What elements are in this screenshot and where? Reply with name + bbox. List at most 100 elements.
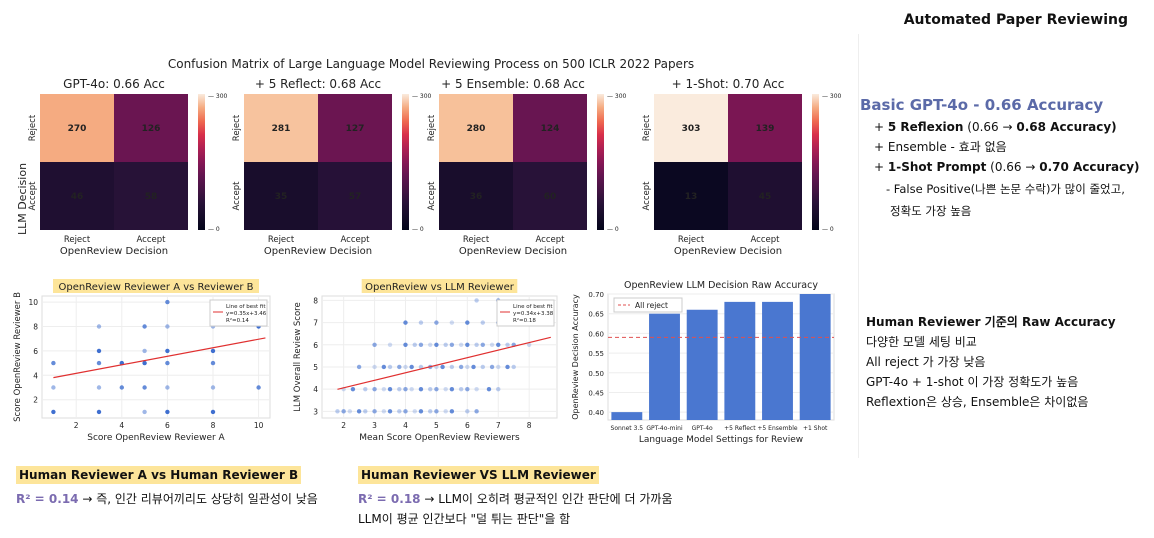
scatter-b-point xyxy=(458,342,464,347)
bar xyxy=(649,313,680,420)
matrix-cell xyxy=(728,94,802,162)
bottom-right-line2: LLM이 평균 인간보다 "덜 튀는 판단"을 함 xyxy=(358,512,571,526)
scatter-b-point xyxy=(418,364,424,370)
colorbar xyxy=(812,94,819,230)
matrix-cell xyxy=(513,162,587,230)
y-tick-label: Accept xyxy=(232,181,242,211)
scatter-b-point xyxy=(428,409,433,414)
scatter-b-y-tick: 3 xyxy=(313,407,318,416)
scatter-b-legend-r2: R²=0.18 xyxy=(513,317,536,324)
matrix-cell-value: 303 xyxy=(682,124,701,134)
note-bold: 5 Reflexion xyxy=(887,120,964,134)
scatter-a-point xyxy=(210,385,216,390)
scatter-b-point xyxy=(526,342,532,347)
scatter-b-legend-eq: y=0.34x+3.38 xyxy=(513,311,554,317)
figure-svg: Confusion Matrix of Large Language Model… xyxy=(13,57,842,445)
scatter-a-point xyxy=(96,348,102,354)
y-tick-label: Reject xyxy=(642,114,652,141)
note-rest: (0.66 → xyxy=(963,120,1017,134)
scatter-a-point xyxy=(165,324,170,329)
scatter-b-point xyxy=(480,320,485,325)
scatter-b-point xyxy=(387,342,393,347)
colorbar-tick: — 300 xyxy=(208,93,228,100)
scatter-b-point xyxy=(381,409,387,414)
scatter-b-point xyxy=(350,386,356,392)
scatter-b-point xyxy=(434,386,439,392)
scatter-a-title: OpenReview Reviewer A vs Reviewer B xyxy=(59,282,254,293)
scatter-b-x-tick: 3 xyxy=(372,421,377,430)
bar-xlabel: Language Model Settings for Review xyxy=(639,435,803,445)
matrix-cell xyxy=(513,94,587,162)
matrix-cell xyxy=(439,162,513,230)
scatter-b-point xyxy=(356,364,362,370)
scatter-b-point xyxy=(428,386,433,392)
colorbar-tick: — 300 xyxy=(822,93,842,100)
scatter-b-point xyxy=(409,386,414,392)
bar-y-tick: 0.40 xyxy=(588,409,604,417)
scatter-a-point xyxy=(165,348,170,354)
human-notes-line: All reject 가 가장 낮음 xyxy=(866,355,986,369)
scatter-a-point xyxy=(96,409,102,415)
note-bold2: 0.68 Accuracy) xyxy=(1016,120,1117,134)
x-tick-label: Reject xyxy=(268,235,295,245)
matrix-title: GPT-4o: 0.66 Acc xyxy=(63,77,165,91)
scatter-b-point xyxy=(387,386,393,392)
scatter-a-legend-box xyxy=(209,299,268,327)
scatter-b-point xyxy=(489,342,495,347)
note-prefix: + xyxy=(874,160,888,174)
bar-y-tick: 0.65 xyxy=(588,311,604,319)
scatter-a-point xyxy=(96,324,102,329)
note-reflexion: + 5 Reflexion (0.66 → 0.68 Accuracy) xyxy=(874,120,1150,134)
y-tick-label: Reject xyxy=(28,114,38,141)
colorbar-tick: — 300 xyxy=(607,93,627,100)
note-sub-accuracy: 정확도 가장 높음 xyxy=(890,204,972,218)
scatter-b-point xyxy=(372,342,377,347)
scatter-b-point xyxy=(465,342,470,347)
scatter-b-point xyxy=(434,342,439,347)
y-tick-label: Accept xyxy=(427,181,437,211)
matrix-cell xyxy=(114,162,188,230)
y-tick-label: Reject xyxy=(232,114,242,141)
scatter-b-point xyxy=(403,386,408,392)
scatter-a-point xyxy=(210,360,216,366)
scatter-b-point xyxy=(341,409,346,414)
colorbar-tick: — 0 xyxy=(208,226,220,233)
scatter-b-point xyxy=(465,386,470,392)
human-accuracy-notes: Human Reviewer 기준의 Raw Accuracy 다양한 모델 세… xyxy=(866,312,1146,412)
x-tick-label: Reject xyxy=(64,235,91,245)
x-tick-label: Accept xyxy=(341,235,371,245)
scatter-b-point xyxy=(403,364,408,370)
bar-y-tick: 0.45 xyxy=(588,389,604,397)
scatter-b-point xyxy=(363,409,368,414)
r2-value: R² = 0.14 xyxy=(16,492,79,506)
y-tick-label: Reject xyxy=(427,114,437,141)
scatter-b-point xyxy=(356,409,362,414)
colorbar-tick: — 0 xyxy=(412,226,424,233)
scatter-b-point xyxy=(458,364,464,370)
bottom-right-heading: Human Reviewer VS LLM Reviewer xyxy=(358,466,599,484)
scatter-b-point xyxy=(387,409,393,414)
bar xyxy=(724,301,756,420)
bottom-left-heading: Human Reviewer A vs Human Reviewer B xyxy=(16,466,302,484)
bottom-right-note: Human Reviewer VS LLM Reviewer R² = 0.18… xyxy=(358,466,673,528)
matrix-cell xyxy=(114,94,188,162)
scatter-a-point xyxy=(51,385,56,390)
scatter-b-point xyxy=(418,320,424,325)
bar-y-tick: 0.70 xyxy=(588,291,604,299)
scatter-b-point xyxy=(418,386,424,392)
r2-value: R² = 0.18 xyxy=(358,492,421,506)
colorbar-tick: — 0 xyxy=(822,226,834,233)
bar-legend-label: All reject xyxy=(635,301,668,310)
bar-x-tick: +5 Reflect xyxy=(724,425,756,432)
scatter-b-point xyxy=(505,342,510,347)
scatter-b-point xyxy=(474,409,479,414)
scatter-b-point xyxy=(465,364,470,370)
bottom-right-text: → LLM이 오히려 평균적인 인간 판단에 더 가까움 xyxy=(420,492,673,506)
scatter-a-y-tick: 8 xyxy=(33,323,38,332)
scatter-a-point xyxy=(142,324,147,329)
scatter-a-point xyxy=(210,409,216,415)
scatter-b-y-tick: 4 xyxy=(313,385,318,394)
bar-y-tick: 0.55 xyxy=(588,350,604,358)
scatter-b-point xyxy=(397,364,402,370)
scatter-a-y-tick: 2 xyxy=(33,396,38,405)
